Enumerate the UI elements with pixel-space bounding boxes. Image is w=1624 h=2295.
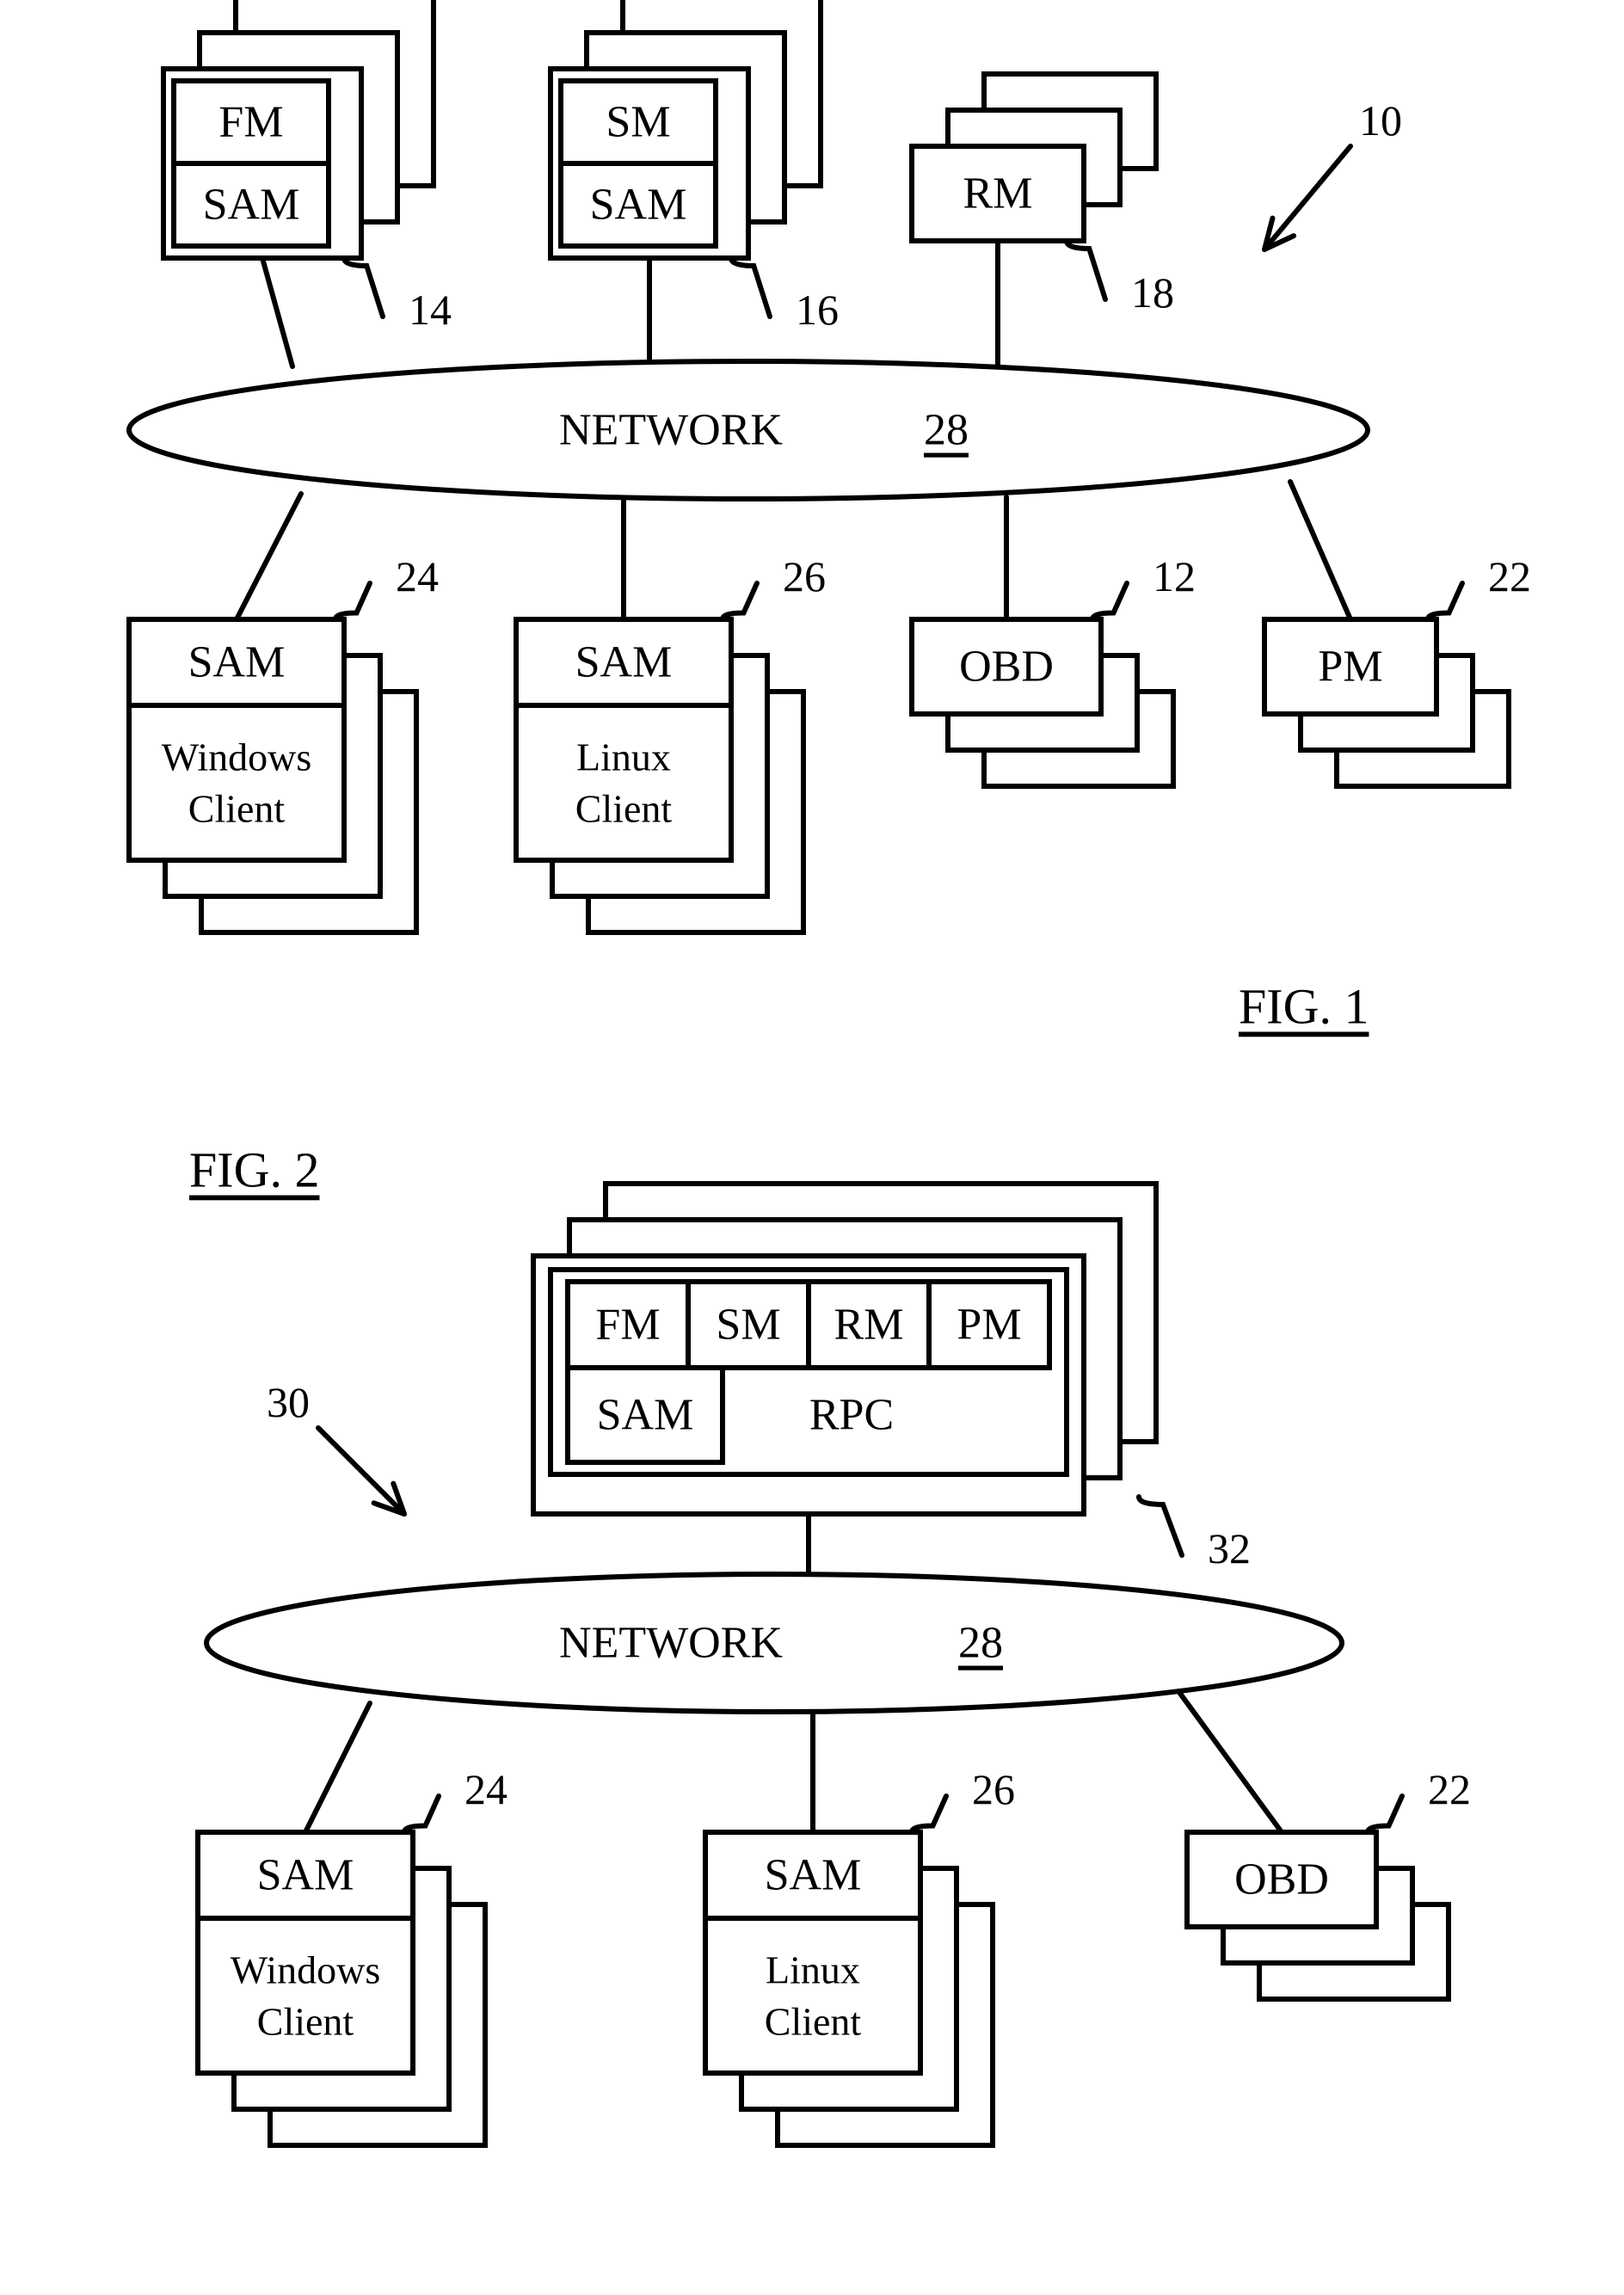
ref-22b: 22 xyxy=(1368,1765,1471,1832)
svg-text:RM: RM xyxy=(834,1301,904,1350)
svg-text:PM: PM xyxy=(1318,643,1382,692)
linux-client-stack-front: SAM Linux Client xyxy=(516,619,731,860)
linux-client-stack-2: SAM Linux Client xyxy=(705,1832,993,2145)
svg-text:18: 18 xyxy=(1131,268,1174,317)
ref-14: 14 xyxy=(344,258,452,334)
ref-24b: 24 xyxy=(404,1765,508,1832)
rm-stack-front: RM xyxy=(912,146,1084,241)
fm-stack-front: FM SAM xyxy=(163,69,361,258)
svg-text:SAM: SAM xyxy=(590,181,687,230)
svg-text:Client: Client xyxy=(575,787,673,831)
svg-text:10: 10 xyxy=(1359,96,1402,145)
svg-text:SAM: SAM xyxy=(203,181,300,230)
svg-text:OBD: OBD xyxy=(1234,1855,1329,1904)
svg-text:OBD: OBD xyxy=(959,643,1054,692)
rm-stack: RM xyxy=(912,74,1156,241)
sm-stack: SM SAM xyxy=(551,0,821,258)
svg-text:SAM: SAM xyxy=(257,1851,354,1900)
diagram-canvas: NETWORK 28 FM SAM 14 SM SAM 16 RM 18 10 SAM Windows C… xyxy=(0,0,1624,2295)
svg-text:FIG. 2: FIG. 2 xyxy=(189,1142,319,1198)
svg-text:Linux: Linux xyxy=(576,735,671,779)
obd-stack: OBD xyxy=(912,619,1173,786)
svg-text:12: 12 xyxy=(1153,552,1196,600)
ref-10-arrow xyxy=(1264,146,1350,249)
ref-12: 12 xyxy=(1092,552,1196,619)
svg-text:22: 22 xyxy=(1428,1765,1471,1813)
svg-text:SM: SM xyxy=(606,98,670,147)
svg-text:24: 24 xyxy=(396,552,439,600)
obd-stack-2-front: OBD xyxy=(1187,1832,1376,1927)
svg-text:14: 14 xyxy=(409,286,452,334)
ref-26b: 26 xyxy=(912,1765,1015,1832)
win-client-stack: SAM Windows Client xyxy=(129,619,416,932)
ref-22: 22 xyxy=(1428,552,1531,619)
svg-text:FM: FM xyxy=(595,1301,660,1350)
obd-stack-2: OBD xyxy=(1187,1832,1449,1999)
linux-client-stack: SAM Linux Client xyxy=(516,619,803,932)
svg-text:26: 26 xyxy=(972,1765,1015,1813)
svg-text:16: 16 xyxy=(796,286,839,334)
svg-text:PM: PM xyxy=(957,1301,1021,1350)
pm-stack: PM xyxy=(1264,619,1509,786)
svg-text:RPC: RPC xyxy=(809,1391,894,1440)
win-client-stack-2: SAM Windows Client xyxy=(198,1832,485,2145)
network-ellipse: NETWORK 28 xyxy=(129,361,1368,499)
svg-text:Windows: Windows xyxy=(162,735,311,779)
svg-text:Windows: Windows xyxy=(231,1948,380,1992)
svg-text:32: 32 xyxy=(1208,1524,1251,1572)
svg-text:Client: Client xyxy=(188,787,286,831)
svg-text:28: 28 xyxy=(958,1619,1003,1668)
network-ellipse-2: NETWORK 28 xyxy=(206,1574,1342,1712)
win-client-stack-front: SAM Windows Client xyxy=(129,619,344,860)
ref-26: 26 xyxy=(723,552,826,619)
ref-24: 24 xyxy=(335,552,439,619)
ref-32: 32 xyxy=(1139,1497,1251,1572)
fm-stack: FM SAM xyxy=(163,0,434,258)
svg-text:Client: Client xyxy=(257,2000,354,2044)
svg-text:NETWORK: NETWORK xyxy=(559,1619,783,1668)
svg-text:22: 22 xyxy=(1488,552,1531,600)
ref-16: 16 xyxy=(731,258,839,334)
obd-stack-front: OBD xyxy=(912,619,1101,714)
fig-1: NETWORK 28 FM SAM 14 SM SAM 16 RM 18 10 SAM Windows C… xyxy=(129,0,1531,1035)
svg-text:SAM: SAM xyxy=(765,1851,862,1900)
svg-text:FIG. 1: FIG. 1 xyxy=(1239,979,1369,1035)
server-stack-front: FMSMRMPMSAMRPCFMSMRMPMSAMRPC xyxy=(533,1256,1084,1514)
sm-stack-front: SM SAM xyxy=(551,69,748,258)
ref-18: 18 xyxy=(1067,241,1174,317)
svg-text:Linux: Linux xyxy=(766,1948,860,1992)
svg-text:SM: SM xyxy=(716,1301,780,1350)
svg-text:28: 28 xyxy=(924,406,969,455)
svg-text:Client: Client xyxy=(765,2000,862,2044)
svg-text:FM: FM xyxy=(218,98,283,147)
fig-2: FIG. 2FMSMRMPMSAMRPCFMSMRMPMSAMRPC3230NE… xyxy=(189,1142,1471,2146)
linux-client-stack-2-front: SAM Linux Client xyxy=(705,1832,920,2073)
svg-text:RM: RM xyxy=(963,169,1033,218)
svg-text:26: 26 xyxy=(783,552,826,600)
pm-stack-front: PM xyxy=(1264,619,1436,714)
server-stack: FMSMRMPMSAMRPCFMSMRMPMSAMRPC xyxy=(533,1184,1156,1514)
svg-text:SAM: SAM xyxy=(188,638,286,687)
svg-text:SAM: SAM xyxy=(597,1391,694,1440)
svg-text:30: 30 xyxy=(267,1378,310,1426)
svg-text:NETWORK: NETWORK xyxy=(559,406,783,455)
svg-text:SAM: SAM xyxy=(575,638,673,687)
ref-30-arrow xyxy=(318,1428,404,1514)
win-client-stack-2-front: SAM Windows Client xyxy=(198,1832,413,2073)
svg-text:24: 24 xyxy=(464,1765,508,1813)
